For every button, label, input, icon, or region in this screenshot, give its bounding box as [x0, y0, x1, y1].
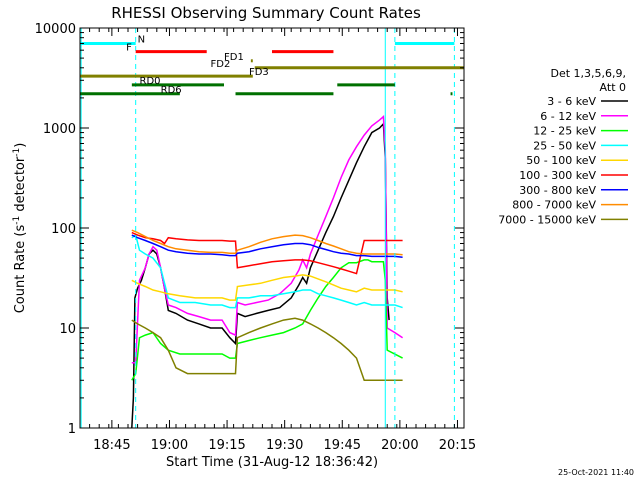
x-tick-label-2: 19:15: [208, 438, 245, 453]
timestamp: 25-Oct-2021 11:40: [558, 468, 634, 477]
flag-label-f: F: [126, 43, 132, 54]
y-tick-label-3: 1000: [43, 122, 76, 137]
x-tick-label-1: 19:00: [151, 438, 188, 453]
flag-label-fd2: FD2: [211, 59, 231, 70]
y-label-sup-2: -1: [12, 148, 22, 157]
chart-title: RHESSI Observing Summary Count Rates: [111, 4, 421, 22]
x-axis-label: Start Time (31-Aug-12 18:36:42): [166, 455, 378, 470]
flag-label-n: N: [138, 34, 145, 45]
y-label-mid: detector: [13, 156, 28, 216]
series-line-0: [131, 122, 390, 429]
legend-label-1: 6 - 12 keV: [540, 110, 596, 123]
legend-header-1: Det 1,3,5,6,9,: [550, 67, 626, 80]
y-label-end: ): [13, 143, 28, 148]
y-tick-label-2: 100: [51, 222, 76, 237]
series-line-1: [131, 114, 404, 364]
legend-header-2: Att 0: [600, 81, 626, 94]
series-line-4: [131, 274, 403, 301]
flag-label-rd6: RD6: [161, 85, 182, 96]
series-lines: [131, 114, 404, 429]
series-line-6: [131, 234, 403, 258]
y-tick-label-0: 1: [68, 422, 76, 437]
series-line-7: [131, 229, 403, 256]
legend-label-8: 7000 - 15000 keV: [498, 213, 596, 226]
flag-label-rd0: RD0: [140, 76, 161, 87]
x-tick-label-5: 20:00: [381, 438, 418, 453]
legend-label-3: 25 - 50 keV: [533, 139, 596, 152]
series-line-2: [131, 259, 403, 381]
y-axis-ticks: 1 10 100 1000 10000: [35, 22, 464, 437]
x-tick-label-3: 19:30: [266, 438, 303, 453]
series-line-3: [131, 233, 403, 309]
y-label-sup-1: -1: [12, 216, 22, 225]
legend: Det 1,3,5,6,9, Att 0 3 - 6 keV 6 - 12 keV…: [498, 67, 628, 226]
series-line-5: [131, 231, 403, 275]
y-tick-label-1: 10: [59, 322, 76, 337]
x-tick-label-4: 19:45: [324, 438, 361, 453]
legend-label-2: 12 - 25 keV: [533, 125, 596, 138]
x-tick-label-0: 18:45: [93, 438, 130, 453]
legend-label-7: 800 - 7000 keV: [512, 199, 596, 212]
x-axis-ticks: 18:45 19:00 19:15 19:30 19:45 20:00 20:15: [79, 28, 476, 453]
series-line-8: [131, 317, 403, 382]
y-tick-label-4: 10000: [35, 22, 76, 37]
legend-label-0: 3 - 6 keV: [547, 95, 596, 108]
flag-label-fd1: FD1: [224, 52, 244, 63]
legend-label-4: 50 - 100 keV: [526, 154, 596, 167]
y-label-main: Count Rate (s: [13, 225, 28, 314]
flag-label-fd3: FD3: [249, 67, 269, 78]
legend-label-6: 300 - 800 keV: [519, 184, 596, 197]
legend-label-5: 100 - 300 keV: [519, 169, 596, 182]
y-axis-label: Count Rate (s-1 detector-1): [12, 143, 28, 314]
x-tick-label-6: 20:15: [439, 438, 476, 453]
